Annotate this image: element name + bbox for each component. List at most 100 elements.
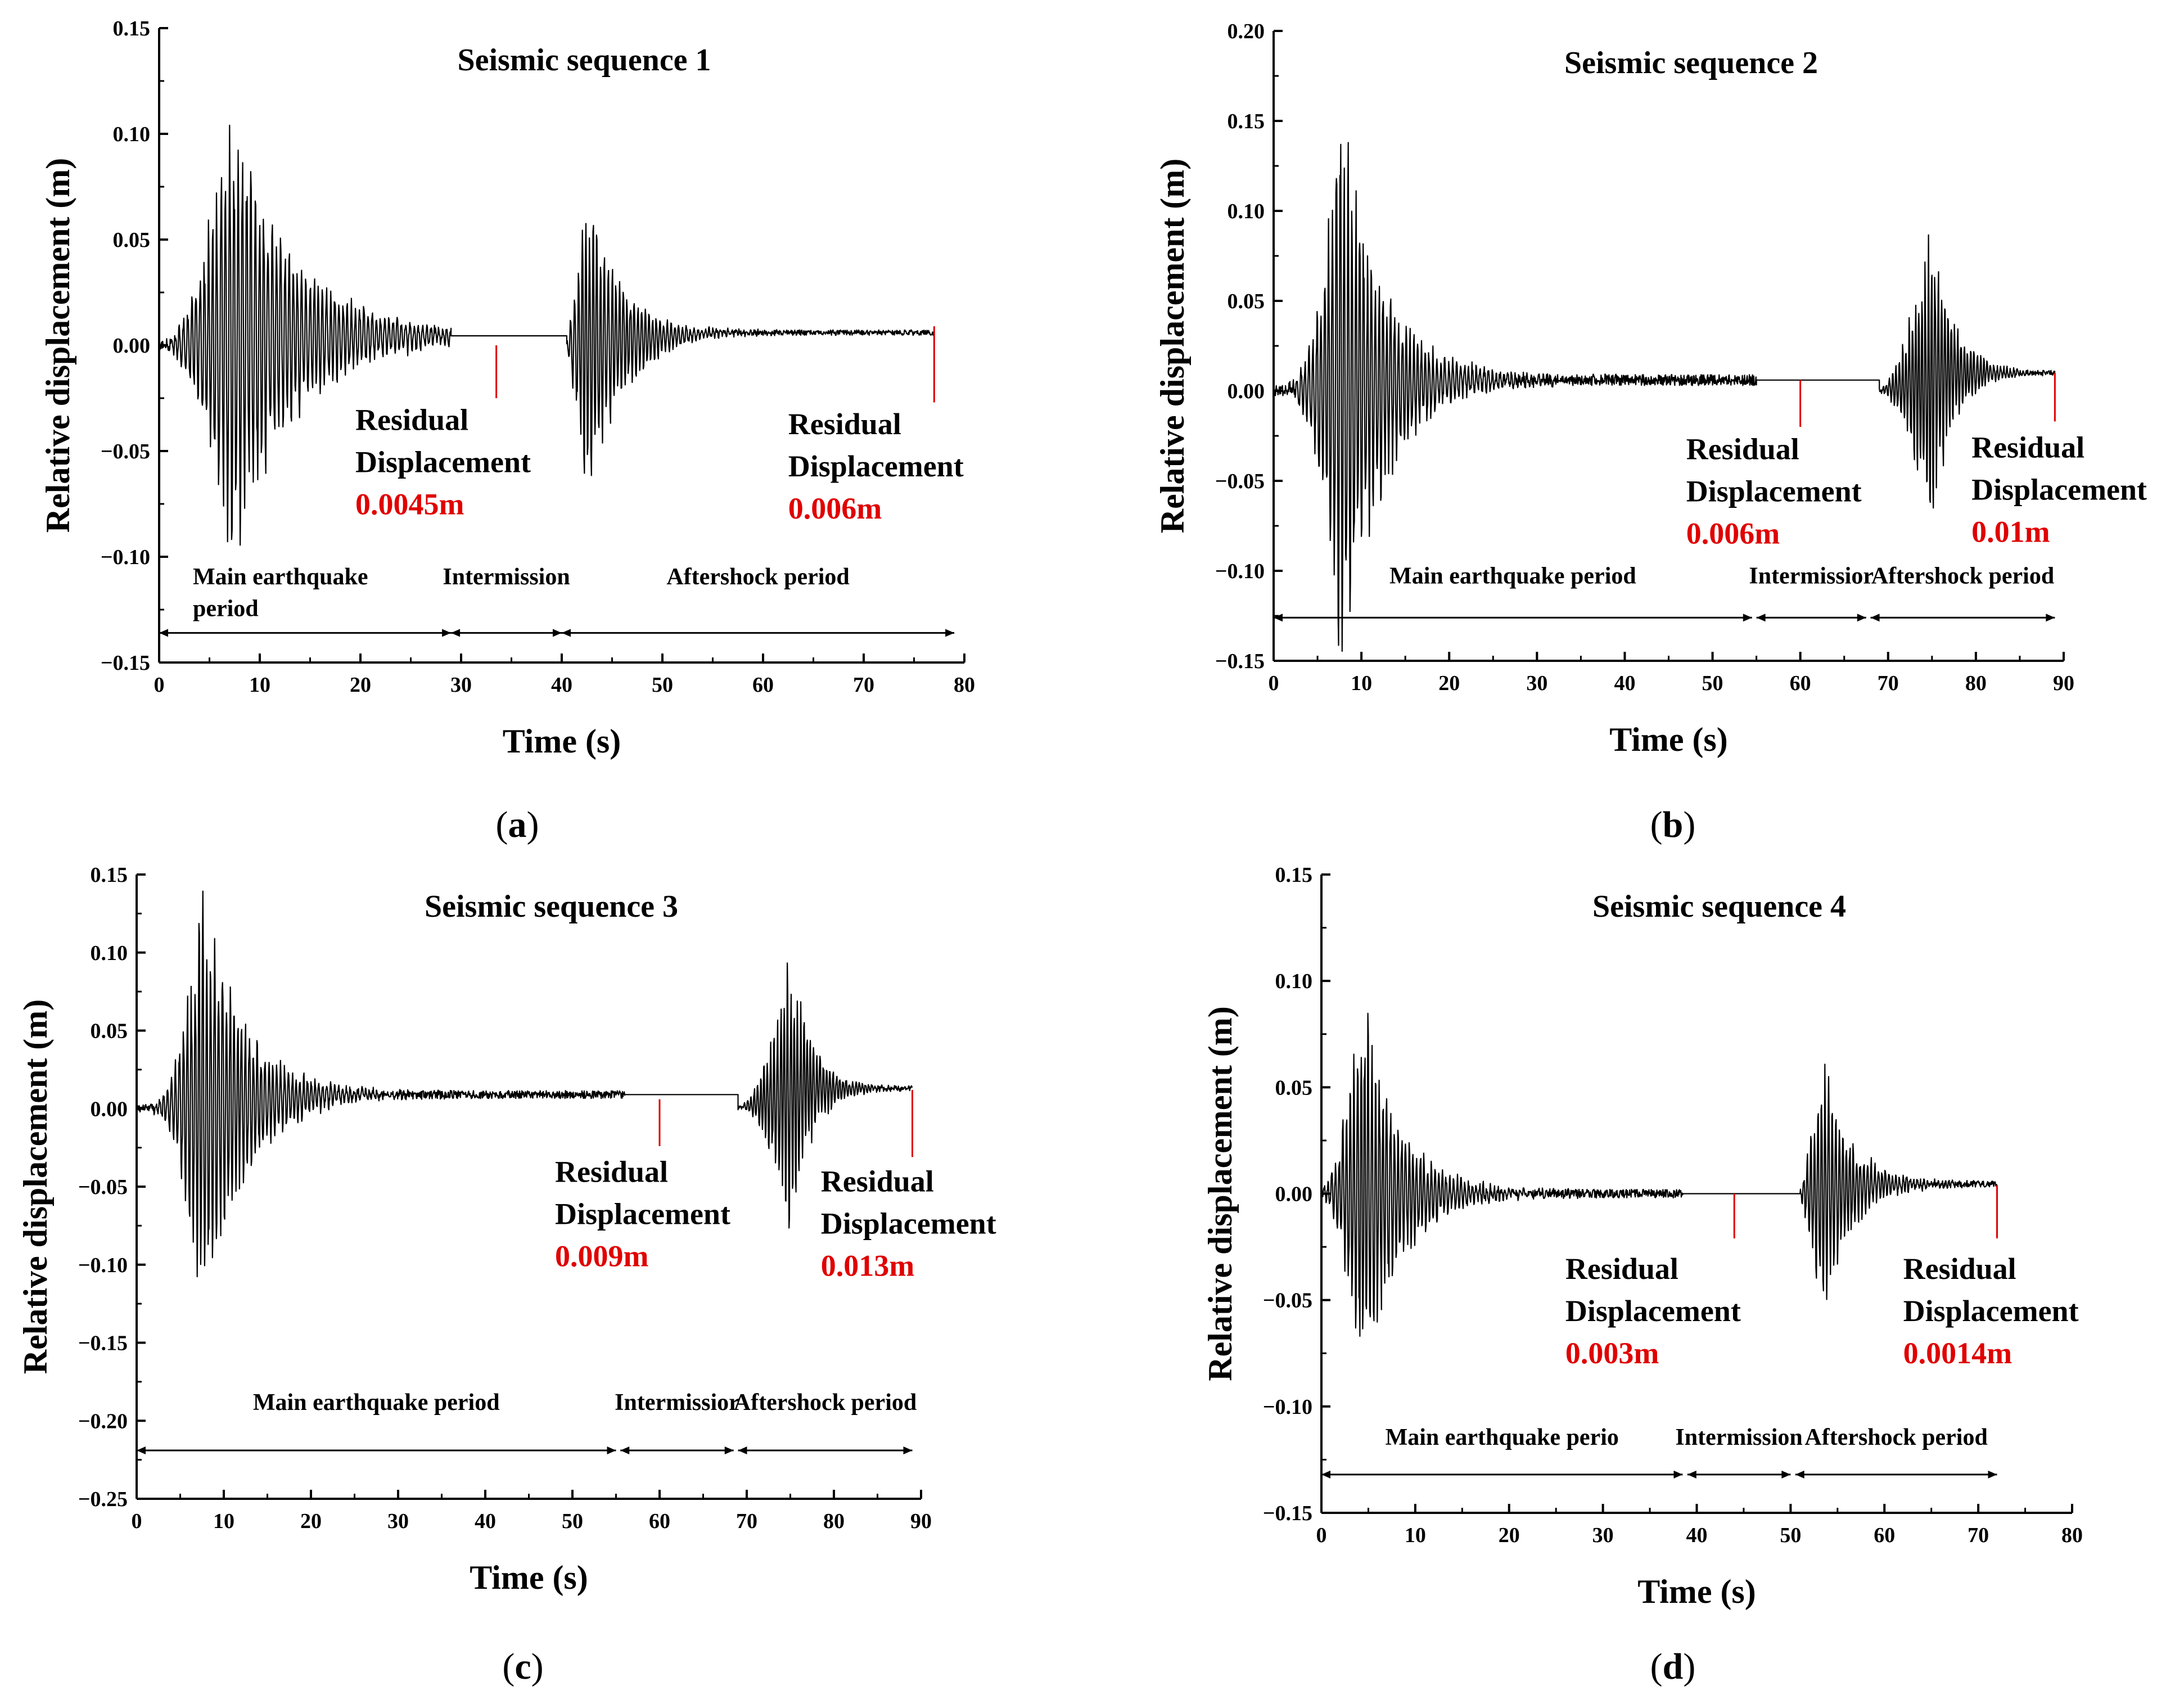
- residual-value: 0.01m: [1971, 515, 2050, 548]
- period-arrow-left-head: [137, 1446, 146, 1454]
- x-tick-label: 70: [1878, 672, 1899, 695]
- x-tick-label: 70: [736, 1509, 757, 1533]
- residual-value: 0.0045m: [355, 487, 464, 521]
- residual-label: Displacement: [1971, 472, 2147, 506]
- x-tick-label: 10: [1405, 1524, 1426, 1547]
- residual-value: 0.006m: [1686, 517, 1780, 551]
- period-arrow-right-head: [1743, 614, 1752, 622]
- x-tick-label: 0: [154, 673, 165, 697]
- y-tick-label: 0.05: [113, 228, 151, 252]
- x-axis-label: Time (s): [1609, 721, 1728, 758]
- period-label: Main earthquake period: [1389, 563, 1636, 589]
- period-arrow-left-head: [1795, 1470, 1804, 1479]
- x-tick-label: 20: [350, 673, 371, 697]
- chart-panel-d: −0.15 −0.10 −0.05 0.00 0.05 0.10 0.15 0 10 20 30 40…: [1202, 863, 2083, 1687]
- x-tick-label: 80: [954, 673, 975, 697]
- x-tick-label: 60: [1874, 1524, 1895, 1547]
- residual-label: Displacement: [1903, 1294, 2079, 1328]
- x-tick-label: 10: [249, 673, 270, 697]
- y-tick-label: 0.00: [113, 334, 151, 358]
- period-arrow-left-head: [1321, 1470, 1330, 1479]
- x-tick-label: 0: [1316, 1524, 1327, 1547]
- y-axis-label: Relative displacement (m): [1202, 1006, 1239, 1381]
- residual-value: 0.003m: [1565, 1336, 1659, 1370]
- period-arrow-left-head: [1870, 614, 1880, 622]
- period-arrow-right-head: [1857, 614, 1866, 622]
- y-axis-label: Relative displacement (m): [39, 158, 76, 533]
- x-tick-label: 30: [1526, 672, 1547, 695]
- y-tick-label: 0.05: [1275, 1076, 1313, 1099]
- series-line: [136, 890, 913, 1278]
- x-tick-label: 60: [1790, 672, 1811, 695]
- x-tick-label: 90: [910, 1509, 932, 1533]
- chart-title: Seismic sequence 3: [425, 889, 678, 924]
- residual-label: Residual: [821, 1164, 934, 1198]
- residual-label: Residual: [1686, 432, 1799, 466]
- x-tick-label: 0: [132, 1509, 142, 1533]
- residual-label: Residual: [1565, 1252, 1678, 1286]
- y-tick-label: −0.05: [101, 440, 150, 463]
- y-tick-label: −0.05: [1215, 470, 1265, 493]
- residual-value: 0.006m: [788, 492, 882, 525]
- residual-label: Displacement: [1565, 1294, 1741, 1328]
- x-axis-label: Time (s): [503, 723, 621, 760]
- y-axis-label: Relative displacement (m): [17, 999, 54, 1374]
- period-arrow-right-head: [553, 629, 562, 637]
- y-tick-label: 0.10: [1228, 200, 1265, 223]
- y-tick-label: 0.05: [1228, 290, 1265, 313]
- residual-value: 0.009m: [555, 1240, 649, 1273]
- x-tick-label: 10: [213, 1509, 234, 1533]
- residual-label: Displacement: [1686, 475, 1862, 508]
- x-axis-label: Time (s): [1637, 1573, 1756, 1610]
- period-label: Main earthquake period: [253, 1390, 500, 1416]
- period-arrow-right-head: [1673, 1470, 1683, 1479]
- residual-label: Residual: [355, 403, 468, 436]
- residual-label: Displacement: [821, 1206, 996, 1240]
- y-tick-label: −0.15: [78, 1332, 128, 1355]
- chart-title: Seismic sequence 2: [1564, 46, 1818, 80]
- period-label: Main earthquake: [193, 564, 368, 590]
- x-axis-label: Time (s): [470, 1559, 588, 1596]
- x-tick-label: 20: [1499, 1524, 1520, 1547]
- x-tick-label: 40: [475, 1509, 496, 1533]
- residual-label: Displacement: [355, 445, 531, 479]
- residual-label: Residual: [1903, 1252, 2016, 1286]
- y-tick-label: −0.10: [78, 1254, 128, 1277]
- y-tick-label: 0.10: [113, 123, 151, 146]
- x-tick-label: 30: [450, 673, 472, 697]
- period-arrow-left-head: [159, 629, 168, 637]
- x-tick-label: 0: [1269, 672, 1279, 695]
- x-tick-label: 90: [2053, 672, 2074, 695]
- period-label: Aftershock period: [666, 564, 849, 590]
- x-tick-label: 60: [752, 673, 774, 697]
- y-tick-label: 0.05: [91, 1020, 128, 1043]
- panel-sublabel: (a): [496, 804, 539, 845]
- chart-panel-c: −0.25 −0.20 −0.15 −0.10 −0.05 0.00 0.05 0.10 0.1…: [17, 863, 996, 1687]
- y-tick-label: 0.00: [1228, 380, 1265, 403]
- x-tick-label: 80: [2061, 1524, 2083, 1547]
- y-tick-label: 0.10: [1275, 970, 1313, 993]
- x-tick-label: 60: [649, 1509, 670, 1533]
- period-arrow-right-head: [724, 1446, 734, 1454]
- period-arrow-right-head: [945, 629, 955, 637]
- period-label: Main earthquake perio: [1386, 1425, 1619, 1450]
- period-arrow-left-head: [1687, 1470, 1696, 1479]
- series-line: [1320, 1012, 1998, 1337]
- x-tick-label: 30: [387, 1509, 409, 1533]
- series-line: [159, 124, 935, 546]
- period-arrow-right-head: [1781, 1470, 1791, 1479]
- residual-label: Displacement: [788, 449, 964, 483]
- x-tick-label: 50: [1702, 672, 1723, 695]
- x-tick-label: 40: [551, 673, 572, 697]
- x-tick-label: 50: [562, 1509, 583, 1533]
- x-tick-label: 80: [823, 1509, 845, 1533]
- y-tick-label: 0.00: [1275, 1183, 1313, 1206]
- chart-title: Seismic sequence 4: [1592, 889, 1846, 924]
- period-label: Intermissior: [615, 1390, 739, 1416]
- period-label: Intermission: [1675, 1425, 1802, 1450]
- panel-sublabel: (b): [1650, 804, 1696, 845]
- y-tick-label: −0.15: [101, 651, 150, 675]
- period-label: Aftershock period: [734, 1390, 917, 1416]
- panel-sublabel: (c): [502, 1646, 543, 1687]
- panel-sublabel: (d): [1650, 1646, 1696, 1687]
